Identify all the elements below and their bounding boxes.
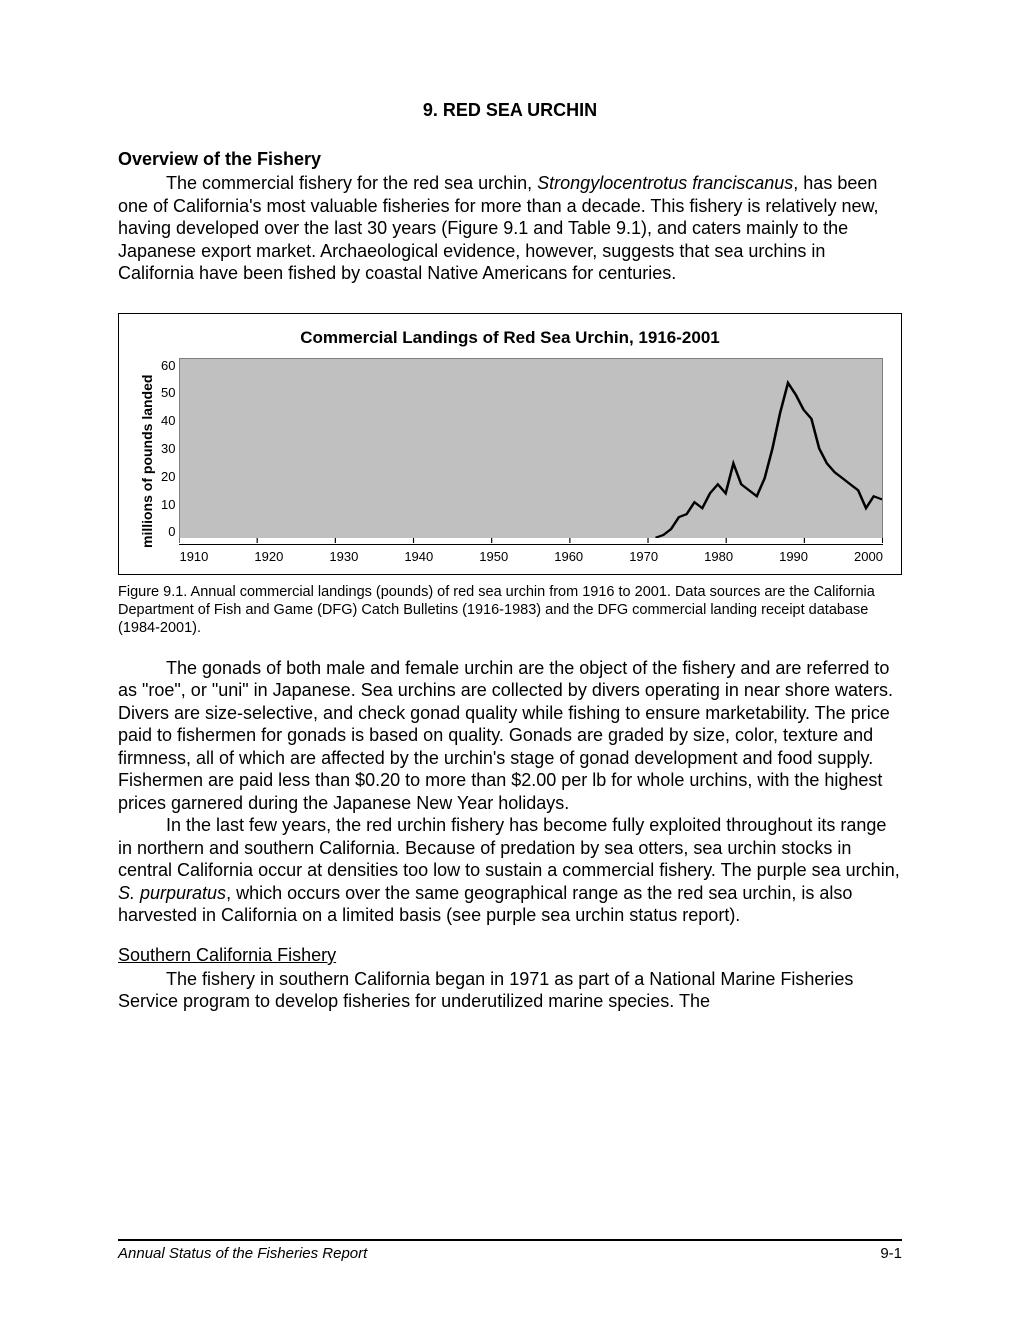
x-tick: 1980 <box>704 549 733 564</box>
footer-left: Annual Status of the Fisheries Report <box>118 1245 367 1262</box>
x-tick: 1970 <box>629 549 658 564</box>
overview-paragraph: The commercial fishery for the red sea u… <box>118 172 902 285</box>
plot-area-wrap <box>179 358 883 545</box>
x-tick: 1950 <box>479 549 508 564</box>
southern-paragraph: The fishery in southern California began… <box>118 968 902 1013</box>
y-tick: 20 <box>161 469 175 484</box>
species-name: Strongylocentrotus franciscanus <box>537 173 793 193</box>
para3-text-a: In the last few years, the red urchin fi… <box>118 815 900 880</box>
plot-column: 1910 1920 1930 1940 1950 1960 1970 1980 … <box>179 358 883 564</box>
overview-text-a: The commercial fishery for the red sea u… <box>166 173 537 193</box>
body-paragraph-3: In the last few years, the red urchin fi… <box>118 814 902 927</box>
figure-caption: Figure 9.1. Annual commercial landings (… <box>118 583 902 637</box>
x-axis-ticks: 1910 1920 1930 1940 1950 1960 1970 1980 … <box>179 545 883 564</box>
chart-body: millions of pounds landed 60 50 40 30 20… <box>137 358 883 564</box>
y-axis-label: millions of pounds landed <box>137 358 157 564</box>
section-title: 9. RED SEA URCHIN <box>118 100 902 121</box>
para3-text-b: , which occurs over the same geographica… <box>118 883 852 926</box>
chart-container: Commercial Landings of Red Sea Urchin, 1… <box>118 313 902 575</box>
overview-heading: Overview of the Fishery <box>118 149 902 170</box>
species-name-2: S. purpuratus <box>118 883 226 903</box>
body-paragraph-2: The gonads of both male and female urchi… <box>118 657 902 815</box>
x-tick: 1990 <box>779 549 808 564</box>
y-axis-ticks: 60 50 40 30 20 10 0 <box>157 358 179 540</box>
plot-area <box>179 358 883 538</box>
y-tick: 50 <box>161 385 175 400</box>
x-tick: 1930 <box>329 549 358 564</box>
chart-title: Commercial Landings of Red Sea Urchin, 1… <box>137 328 883 348</box>
x-tick: 1940 <box>404 549 433 564</box>
data-series-line <box>656 382 882 537</box>
x-tick: 1910 <box>179 549 208 564</box>
southern-heading: Southern California Fishery <box>118 945 902 966</box>
x-tick: 2000 <box>854 549 883 564</box>
footer-right: 9-1 <box>880 1245 902 1262</box>
line-chart-svg <box>180 359 882 538</box>
y-tick: 60 <box>161 358 175 373</box>
y-tick: 30 <box>161 441 175 456</box>
y-tick: 10 <box>161 497 175 512</box>
x-tick: 1920 <box>254 549 283 564</box>
x-tick: 1960 <box>554 549 583 564</box>
page-footer: Annual Status of the Fisheries Report 9-… <box>118 1239 902 1262</box>
y-tick: 0 <box>161 524 175 539</box>
y-tick: 40 <box>161 413 175 428</box>
